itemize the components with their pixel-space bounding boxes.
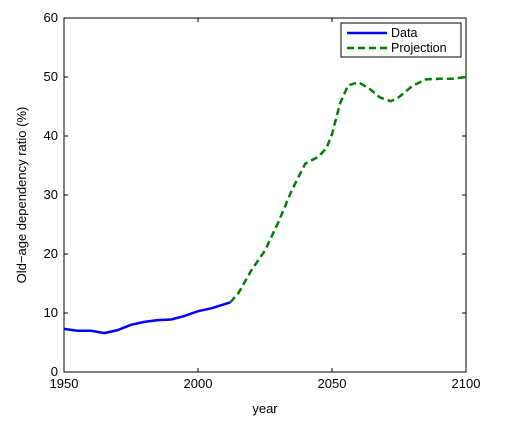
series-line-projection [229,75,467,304]
y-tick-label: 20 [44,246,58,261]
legend: Data Projection [340,22,462,58]
y-tick-label: 30 [44,187,58,202]
y-tick-label: 10 [44,305,58,320]
legend-label-data: Data [391,26,417,40]
y-tick-label: 60 [44,10,58,25]
y-tick-label: 40 [44,128,58,143]
axis-ticks: 1950 2000 2050 2100 0 10 20 30 40 50 60 [44,10,481,391]
y-tick-label: 50 [44,69,58,84]
x-tick-label: 1950 [50,376,79,391]
plot-area [63,17,467,373]
x-axis-title: year [252,401,278,416]
y-axis-title: Old−age dependency ratio (%) [14,107,29,284]
legend-box [340,22,462,58]
x-tick-label: 2050 [318,376,347,391]
x-tick-label: 2000 [184,376,213,391]
legend-label-projection: Projection [391,41,447,55]
y-tick-label: 0 [51,364,58,379]
x-tick-label: 2100 [452,376,481,391]
series-line-data [63,301,231,335]
series-layer [63,75,467,335]
